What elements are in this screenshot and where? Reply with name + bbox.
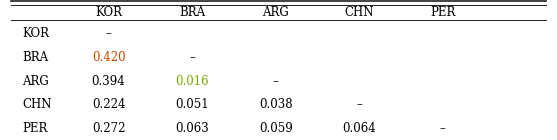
Text: PER: PER <box>22 122 48 135</box>
Text: –: – <box>106 27 111 40</box>
Text: 0.420: 0.420 <box>92 51 125 64</box>
Text: –: – <box>189 51 195 64</box>
Text: –: – <box>356 99 362 111</box>
Text: 0.038: 0.038 <box>259 99 292 111</box>
Text: ARG: ARG <box>262 6 289 19</box>
Text: ARG: ARG <box>22 75 49 88</box>
Text: PER: PER <box>430 6 456 19</box>
Text: –: – <box>440 122 446 135</box>
Text: 0.272: 0.272 <box>92 122 125 135</box>
Text: BRA: BRA <box>179 6 205 19</box>
Text: 0.394: 0.394 <box>92 75 125 88</box>
Text: CHN: CHN <box>345 6 374 19</box>
Text: KOR: KOR <box>22 27 49 40</box>
Text: CHN: CHN <box>22 99 52 111</box>
Text: KOR: KOR <box>95 6 122 19</box>
Text: BRA: BRA <box>22 51 48 64</box>
Text: 0.224: 0.224 <box>92 99 125 111</box>
Text: –: – <box>273 75 278 88</box>
Text: 0.064: 0.064 <box>343 122 376 135</box>
Text: 0.051: 0.051 <box>175 99 209 111</box>
Text: 0.063: 0.063 <box>175 122 209 135</box>
Text: 0.059: 0.059 <box>259 122 292 135</box>
Text: 0.016: 0.016 <box>175 75 209 88</box>
